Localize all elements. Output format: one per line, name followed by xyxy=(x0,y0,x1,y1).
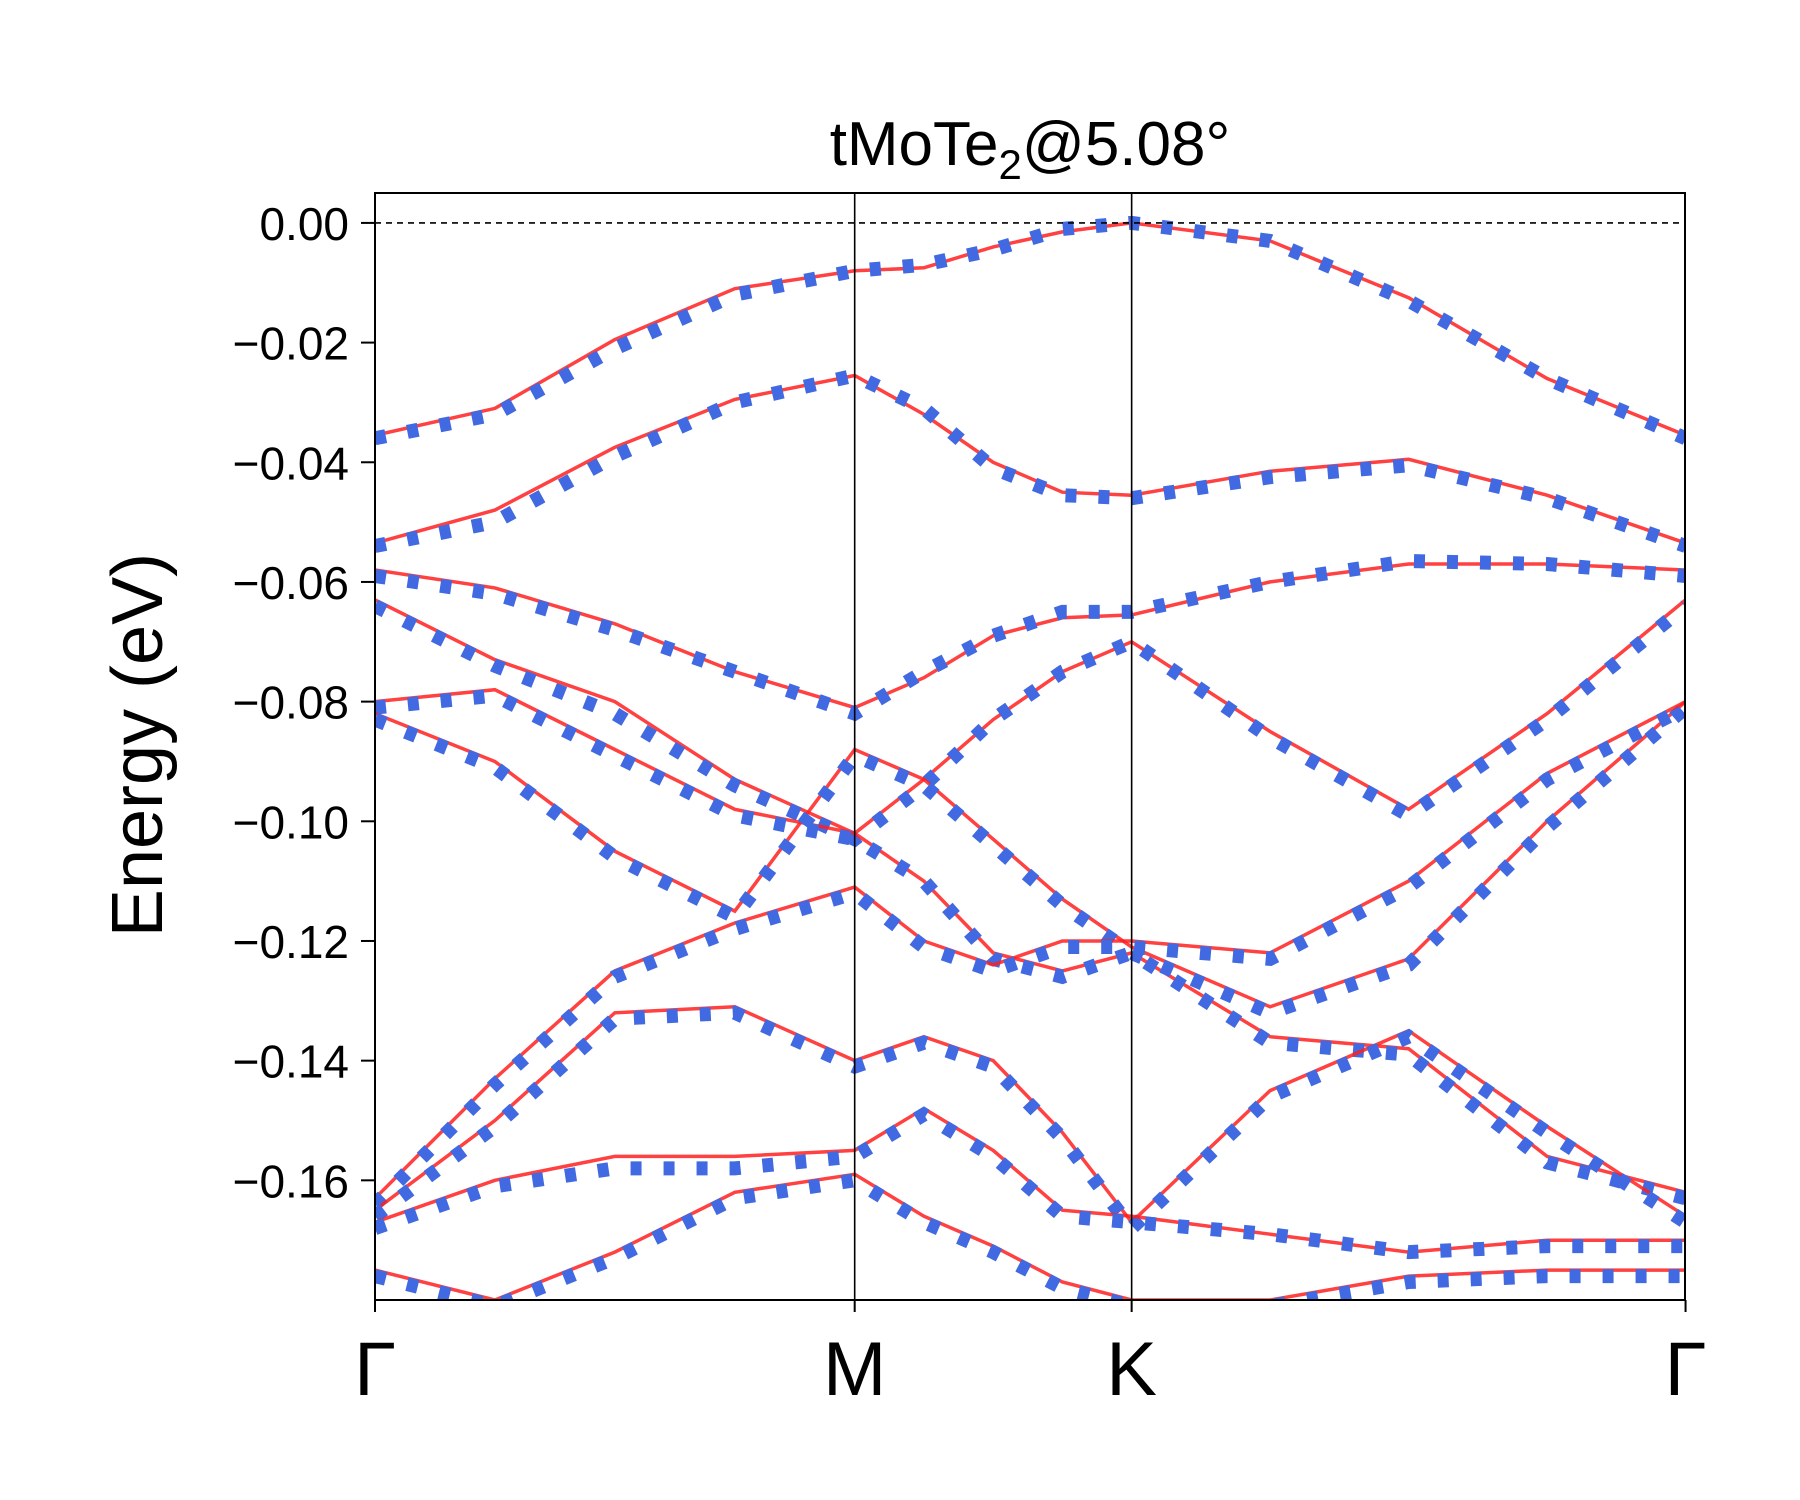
y-axis-ticks: 0.00 −0.02 −0.04 −0.06 −0.08 −0.10 −0.12 −0.14 −… xyxy=(233,198,375,1207)
k-path-dividers xyxy=(853,193,1133,1300)
y-tick-label: −0.12 xyxy=(233,916,349,968)
y-axis-label: Energy (eV) xyxy=(98,553,178,937)
x-tick-label: M xyxy=(823,1327,886,1412)
band-model-line-1 xyxy=(375,215,1685,446)
band-model-line-7 xyxy=(375,599,1685,848)
x-tick-label: Γ xyxy=(1665,1327,1707,1412)
y-tick-label: 0.00 xyxy=(259,198,349,250)
band-reference-line-2 xyxy=(375,373,1685,545)
y-tick-label: −0.16 xyxy=(233,1155,349,1207)
y-tick-label: −0.04 xyxy=(233,437,349,489)
band-model-line-11 xyxy=(375,702,1685,1021)
band-reference-line-12 xyxy=(375,700,1685,1200)
y-tick-label: −0.14 xyxy=(233,1036,349,1088)
y-tick-label: −0.06 xyxy=(233,557,349,609)
y-tick-label: −0.02 xyxy=(233,318,349,370)
band-model-line-19 xyxy=(375,1173,1685,1300)
band-model-line-9 xyxy=(375,688,1685,1206)
band-series xyxy=(375,215,1685,1300)
x-tick-label: Γ xyxy=(354,1327,396,1412)
band-reference-line-0 xyxy=(375,221,1685,438)
band-reference-line-6 xyxy=(375,598,1685,836)
band-model-line-17 xyxy=(375,1106,1685,1260)
band-reference-line-8 xyxy=(375,687,1685,1194)
band-model-line-3 xyxy=(375,368,1685,553)
x-tick-label: K xyxy=(1106,1327,1157,1412)
y-tick-label: −0.10 xyxy=(233,796,349,848)
plot-frame xyxy=(374,192,1686,1301)
y-tick-label: −0.08 xyxy=(233,677,349,729)
band-model-line-13 xyxy=(375,701,1685,1210)
band-model-line-15 xyxy=(375,1005,1685,1239)
chart-title: tMoTe2@5.08° xyxy=(830,110,1231,188)
band-reference-line-4 xyxy=(375,562,1685,710)
